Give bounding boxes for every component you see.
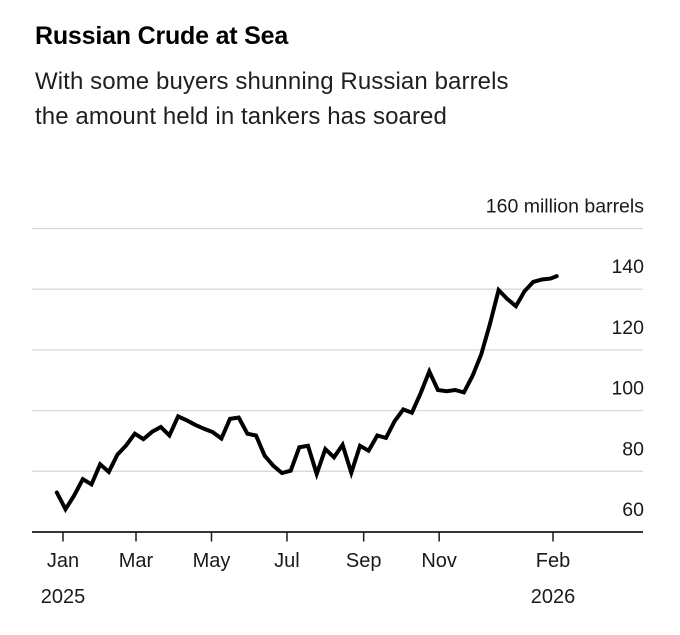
x-tick-label-Jul: Jul bbox=[274, 550, 300, 572]
y-tick-label-60: 60 bbox=[622, 499, 644, 521]
chart-subtitle-line2: the amount held in tankers has soared bbox=[35, 103, 447, 130]
chart-title: Russian Crude at Sea bbox=[35, 22, 289, 50]
x-tick-label-Mar: Mar bbox=[119, 550, 154, 572]
chart-subtitle: With some buyers shunning Russian barrel… bbox=[35, 64, 509, 134]
chart-subtitle-line1: With some buyers shunning Russian barrel… bbox=[35, 68, 509, 95]
y-axis-unit-label: 160 million barrels bbox=[486, 196, 644, 218]
y-tick-label-100: 100 bbox=[611, 378, 644, 400]
y-tick-label-120: 120 bbox=[611, 317, 644, 339]
x-tick-label-Sep: Sep bbox=[346, 550, 382, 572]
x-tick-label-Jan: Jan bbox=[47, 550, 79, 572]
crude-at-sea-series-line bbox=[54, 274, 559, 514]
x-tick-label-Nov: Nov bbox=[421, 550, 457, 572]
x-year-label-2025: 2025 bbox=[41, 586, 86, 608]
x-tick-label-May: May bbox=[193, 550, 231, 572]
x-year-label-2026: 2026 bbox=[531, 586, 576, 608]
y-tick-label-140: 140 bbox=[611, 256, 644, 278]
x-tick-label-Feb: Feb bbox=[536, 550, 570, 572]
y-tick-label-80: 80 bbox=[622, 438, 644, 460]
